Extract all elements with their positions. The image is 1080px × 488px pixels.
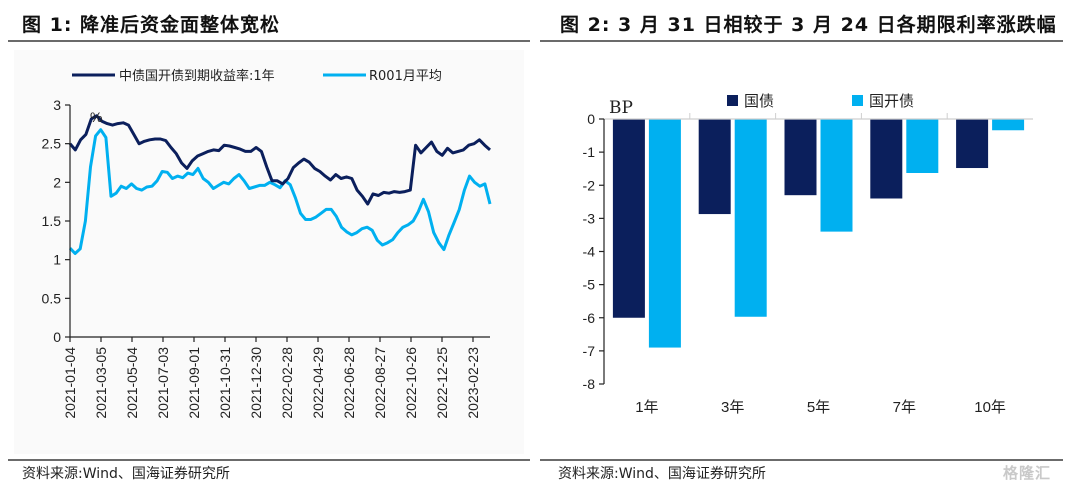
legend-label-r001: R001月平均 bbox=[369, 69, 442, 84]
bar-treasury-4 bbox=[956, 119, 989, 169]
series-line-r001 bbox=[68, 128, 492, 255]
bar-series bbox=[612, 113, 1025, 348]
bar-treasury-3 bbox=[870, 119, 903, 199]
y-tick-label: 0.5 bbox=[42, 290, 62, 306]
legend-label-cdb: 国开债 bbox=[869, 92, 914, 110]
x-category-label: 10年 bbox=[974, 399, 1006, 416]
x-tick-label: 2021-05-04 bbox=[124, 347, 140, 419]
line-series bbox=[68, 114, 492, 255]
legend-label-treasury: 国债 bbox=[744, 92, 774, 110]
bar-cdb-1 bbox=[734, 119, 767, 317]
x-tick-label: 2023-02-23 bbox=[465, 347, 481, 419]
x-tick-label: 2022-04-29 bbox=[310, 347, 326, 419]
x-tick-label: 2021-09-01 bbox=[186, 347, 202, 419]
y-tick-label: -1 bbox=[583, 144, 596, 160]
y-axis-unit-bp: BP bbox=[609, 98, 633, 118]
left-title-divider bbox=[8, 40, 530, 42]
line-chart: 中债国开债到期收益率:1年 R001月平均 0 0.5 1 1.5 2 2.5 3 2021… bbox=[42, 68, 492, 419]
bar-chart-legend: 国债 国开债 bbox=[727, 92, 914, 110]
watermark-logo: 格隆汇 bbox=[1003, 464, 1052, 482]
left-source-note: 资料来源:Wind、国海证券研究所 bbox=[22, 466, 230, 482]
right-source-note: 资料来源:Wind、国海证券研究所 bbox=[558, 466, 766, 482]
line-chart-legend: 中债国开债到期收益率:1年 R001月平均 bbox=[72, 68, 442, 84]
y-tick-label: 2 bbox=[53, 174, 61, 190]
y-tick-label: -8 bbox=[583, 376, 596, 392]
y-tick-label: 1 bbox=[53, 252, 61, 268]
right-source-divider bbox=[540, 459, 1063, 461]
x-axis-ticks: 2021-01-04 2021-03-05 2021-05-04 2021-07-03… bbox=[62, 337, 481, 419]
x-category-label: 3年 bbox=[721, 399, 744, 416]
x-tick-label: 2022-02-28 bbox=[279, 347, 295, 419]
bar-chart: BP 国债 国开债 0 -1 -2 -3 -4 -5 -6 -7 -8 1年 3年 5年 7年 10年 bbox=[583, 92, 1033, 416]
x-category-label: 5年 bbox=[807, 399, 830, 416]
right-title-divider bbox=[540, 40, 1063, 42]
left-figure-title: 图 1: 降准后资金面整体宽松 bbox=[22, 14, 281, 36]
bar-cdb-4 bbox=[992, 119, 1025, 131]
x-category-label: 7年 bbox=[893, 399, 916, 416]
y-tick-label: -3 bbox=[583, 210, 596, 226]
y-tick-label: 2.5 bbox=[42, 136, 62, 152]
x-tick-label: 2022-06-28 bbox=[341, 347, 357, 419]
bar-treasury-1 bbox=[698, 119, 731, 215]
x-tick-label: 2021-01-04 bbox=[62, 347, 78, 419]
y-tick-label: -4 bbox=[583, 244, 596, 260]
y-tick-label: 1.5 bbox=[42, 213, 62, 229]
x-tick-label: 2021-03-05 bbox=[93, 347, 109, 419]
y-tick-label: 0 bbox=[53, 329, 61, 345]
y-tick-label: -6 bbox=[583, 310, 596, 326]
bar-cdb-2 bbox=[820, 119, 853, 232]
bar-cdb-0 bbox=[648, 119, 681, 348]
left-source-divider bbox=[8, 459, 530, 461]
series-line-gov-dev-bond-1y bbox=[68, 114, 491, 206]
x-category-label: 1年 bbox=[635, 399, 658, 416]
x-tick-label: 2021-10-31 bbox=[217, 347, 233, 419]
y-axis-ticks: 0 0.5 1 1.5 2 2.5 3 bbox=[42, 97, 70, 345]
y-tick-label: 0 bbox=[587, 111, 595, 127]
unit-label-percent: % bbox=[90, 109, 102, 125]
bar-cdb-3 bbox=[906, 119, 939, 173]
bar-treasury-0 bbox=[612, 119, 645, 318]
right-figure-title: 图 2: 3 月 31 日相较于 3 月 24 日各期限利率涨跌幅 bbox=[560, 14, 1057, 36]
legend-swatch-cdb bbox=[852, 95, 863, 106]
x-axis-labels: 1年 3年 5年 7年 10年 bbox=[635, 399, 1006, 416]
bar-treasury-2 bbox=[784, 119, 817, 196]
x-tick-label: 2022-10-26 bbox=[403, 347, 419, 419]
x-tick-label: 2021-12-30 bbox=[248, 347, 264, 419]
legend-label-gov-dev-bond-1y: 中债国开债到期收益率:1年 bbox=[119, 68, 275, 84]
legend-swatch-treasury bbox=[727, 95, 738, 106]
y-axis-ticks: 0 -1 -2 -3 -4 -5 -6 -7 -8 bbox=[583, 111, 604, 392]
x-tick-label: 2022-12-25 bbox=[434, 347, 450, 419]
x-tick-label: 2021-07-03 bbox=[155, 347, 171, 419]
x-tick-label: 2022-08-27 bbox=[372, 347, 388, 419]
y-tick-label: -2 bbox=[583, 177, 596, 193]
y-tick-label: -7 bbox=[583, 343, 596, 359]
y-tick-label: -5 bbox=[583, 277, 596, 293]
y-tick-label: 3 bbox=[53, 97, 61, 113]
